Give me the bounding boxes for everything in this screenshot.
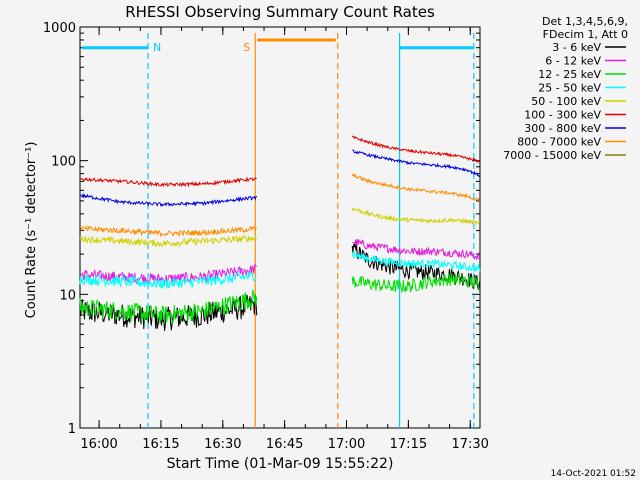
series-trace	[351, 206, 481, 226]
series-trace	[351, 135, 481, 163]
legend-entry-label: 25 - 50 keV	[538, 82, 601, 95]
footer-timestamp: 14-Oct-2021 01:52	[551, 469, 636, 479]
legend-entry-label: 50 - 100 keV	[531, 95, 601, 108]
legend-entry-label: 12 - 25 keV	[538, 68, 601, 81]
series-trace	[352, 149, 481, 178]
series-trace	[351, 243, 481, 290]
y-axis-label: Count Rate (s⁻¹ detector⁻¹)	[24, 142, 39, 319]
x-tick-label: 17:30	[451, 437, 488, 452]
series-trace	[352, 238, 481, 261]
legend-entry-label: 300 - 800 keV	[524, 122, 601, 135]
y-tick-label: 100	[51, 155, 76, 170]
legend-entry-label: 100 - 300 keV	[524, 109, 601, 122]
x-tick-label: 17:15	[390, 437, 427, 452]
legend-header: FDecim 1, Att 0	[543, 28, 628, 41]
series-trace	[351, 272, 480, 294]
series-trace	[79, 234, 258, 248]
series-trace	[79, 289, 258, 325]
y-tick-label: 10	[59, 288, 76, 303]
series-trace	[79, 262, 257, 285]
x-tick-label: 16:45	[266, 437, 303, 452]
legend-header: Det 1,3,4,5,6,9,	[542, 15, 628, 28]
chart-title: RHESSI Observing Summary Count Rates	[125, 3, 435, 21]
legend-entry-label: 3 - 6 keV	[552, 41, 601, 54]
series-trace	[79, 176, 257, 188]
attenuator-marker-label: N	[153, 41, 161, 54]
legend-entry-label: 800 - 7000 keV	[517, 136, 601, 149]
series-trace	[79, 192, 258, 207]
y-tick-label: 1000	[43, 21, 76, 36]
series-trace	[79, 270, 257, 290]
x-tick-label: 16:30	[204, 437, 241, 452]
plot-area: 1 10 100 1000 16:00 16:15 16:30 16:45 17:00 17:15…	[43, 21, 489, 452]
x-tick-label: 16:00	[80, 437, 117, 452]
attenuator-marker-label: S	[243, 41, 250, 54]
x-axis-label: Start Time (01-Mar-09 15:55:22)	[167, 456, 394, 472]
x-tick-label: 17:00	[328, 437, 365, 452]
series-trace	[351, 251, 481, 272]
series-trace	[351, 173, 481, 202]
series-trace	[79, 224, 257, 238]
legend-entry-label: 7000 - 15000 keV	[503, 149, 601, 162]
x-tick-label: 16:15	[142, 437, 179, 452]
legend: Det 1,3,4,5,6,9,FDecim 1, Att 03 - 6 keV…	[503, 15, 628, 162]
legend-entry-label: 6 - 12 keV	[545, 55, 601, 68]
y-tick-label: 1	[68, 422, 76, 437]
